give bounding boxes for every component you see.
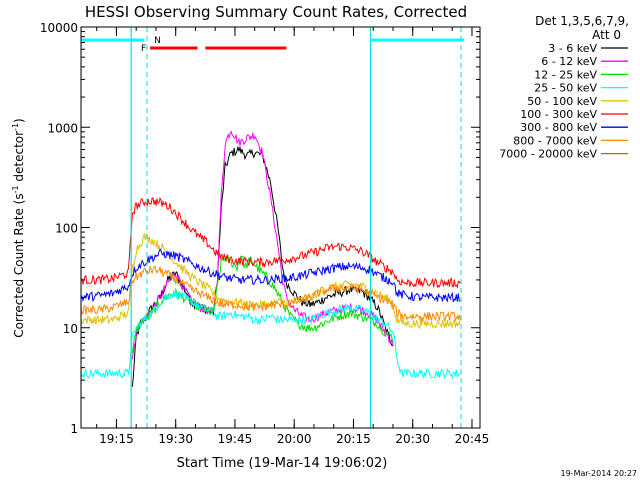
- legend-label-5: 100 - 300 keV: [520, 108, 597, 121]
- x-tick-label-0: 19:15: [99, 432, 134, 446]
- obs-flag-0: F: [141, 44, 146, 54]
- legend-label-7: 800 - 7000 keV: [513, 134, 597, 147]
- legend-label-4: 50 - 100 keV: [527, 95, 597, 108]
- legend-label-0: 3 - 6 keV: [548, 42, 597, 55]
- legend-label-1: 6 - 12 keV: [541, 55, 597, 68]
- y-tick-label-4: 10000: [40, 21, 78, 35]
- y-axis-label-main: Corrected Count Rate (s: [12, 193, 26, 337]
- footer-timestamp: 19-Mar-2014 20:27: [561, 469, 638, 478]
- series-line-3: [81, 290, 461, 380]
- legend-header-line-2: Att 0: [592, 28, 621, 42]
- plot-area: FN: [81, 27, 465, 428]
- y-axis-label-end: ): [12, 118, 26, 123]
- legend-header-line-1: Det 1,3,5,6,7,9,: [535, 14, 629, 28]
- axes-layer: 1 10 100 1000 10000 19:15 19:30 19:45 20:00 20:15…: [40, 21, 489, 446]
- y-tick-label-1: 10: [63, 322, 78, 336]
- x-tick-label-5: 20:30: [395, 432, 430, 446]
- chart-title: HESSI Observing Summary Count Rates, Cor…: [85, 3, 467, 21]
- y-axis-label-exp2: -1: [11, 123, 20, 131]
- x-axis-label: Start Time (19-Mar-14 19:06:02): [177, 456, 388, 471]
- series-line-1: [131, 130, 394, 360]
- legend-label-2: 12 - 25 keV: [534, 68, 597, 81]
- x-tick-label-4: 20:15: [336, 432, 371, 446]
- legend-label-3: 25 - 50 keV: [534, 82, 597, 95]
- legend-label-8: 7000 - 20000 keV: [499, 148, 597, 161]
- x-tick-label-3: 20:00: [277, 432, 312, 446]
- y-axis-label: Corrected Count Rate (s-1 detector-1): [11, 118, 26, 337]
- series-line-6: [81, 248, 461, 303]
- y-tick-label-0: 1: [70, 422, 78, 436]
- y-tick-label-2: 100: [55, 222, 78, 236]
- x-tick-label-2: 19:45: [218, 432, 253, 446]
- legend-label-6: 300 - 800 keV: [520, 121, 597, 134]
- series-line-7: [81, 265, 461, 323]
- series-line-4: [81, 232, 461, 330]
- x-tick-label-1: 19:30: [158, 432, 193, 446]
- plot-layer: FN: [81, 27, 465, 428]
- obs-flag-1: N: [154, 36, 161, 46]
- series-line-5: [81, 196, 461, 289]
- x-tick-label-6: 20:45: [455, 432, 490, 446]
- series-line-2: [131, 254, 394, 353]
- y-axis-label-exp1: -1: [11, 185, 20, 193]
- y-axis-label-mid: detector: [12, 131, 26, 186]
- y-tick-label-3: 1000: [47, 121, 78, 135]
